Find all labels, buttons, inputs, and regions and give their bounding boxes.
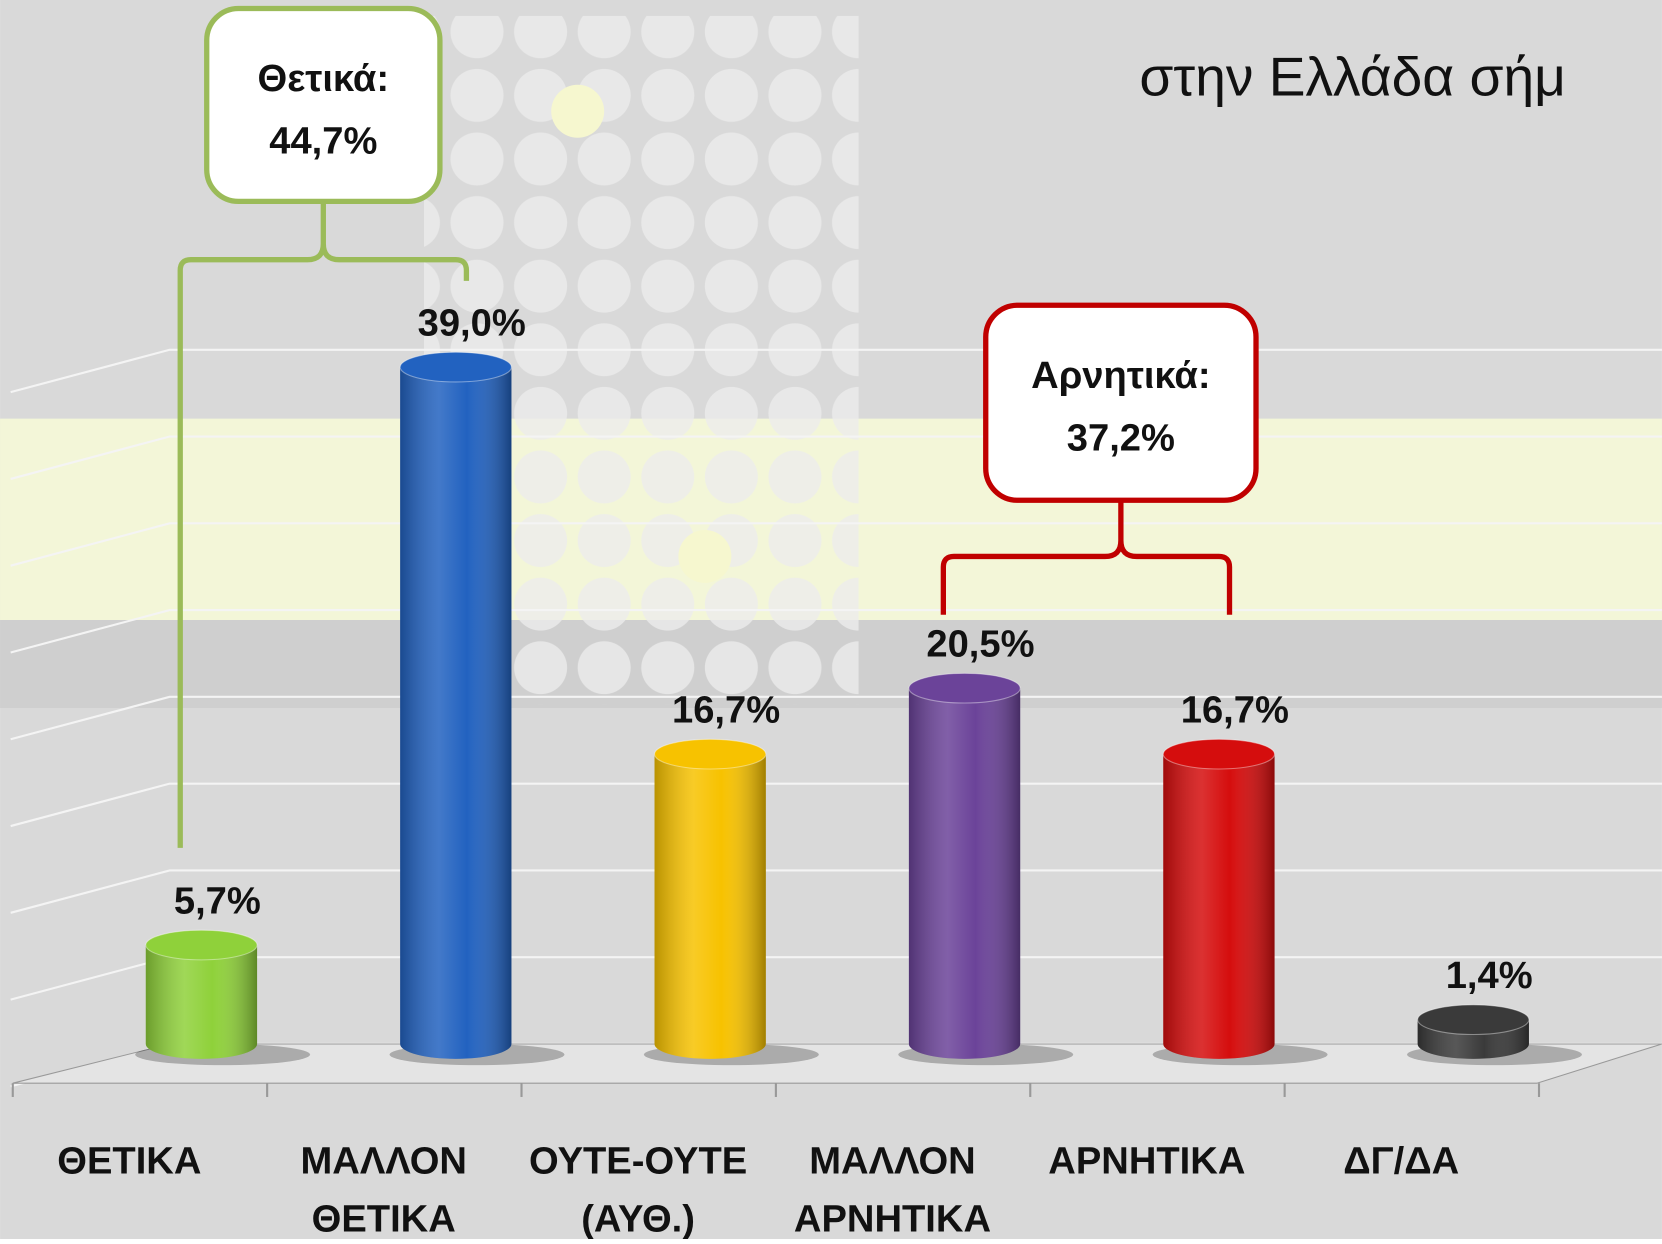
bar-shade — [400, 367, 512, 1059]
x-tick-label: ΘΕΤΙΚΑ — [57, 1139, 201, 1182]
bar-top — [908, 672, 1021, 704]
grid-line — [10, 522, 1662, 567]
bar-top — [145, 929, 258, 961]
x-tick-label: ΜΑΛΛΟΝ — [809, 1139, 975, 1182]
grid-line — [10, 609, 1662, 654]
data-label: 16,7% — [1181, 688, 1289, 731]
bar-top — [1162, 738, 1276, 770]
callout-value: 37,2% — [1067, 416, 1175, 459]
bar-top — [399, 351, 512, 383]
dot — [678, 529, 732, 583]
bar-shade — [908, 688, 1021, 1059]
data-label: 5,7% — [174, 879, 261, 922]
callout-value: 44,7% — [269, 120, 377, 163]
bar-shade — [654, 754, 766, 1059]
callout-box — [983, 302, 1259, 503]
data-label: 16,7% — [672, 688, 780, 731]
data-label: 1,4% — [1446, 954, 1533, 997]
bracket — [177, 201, 470, 848]
data-label: 39,0% — [418, 301, 526, 344]
dot — [551, 84, 605, 138]
callout-text: Αρνητικά: — [1031, 354, 1210, 397]
bar-top — [654, 738, 767, 770]
x-tick-label: ΑΡΝΗΤΙΚΑ — [794, 1198, 991, 1239]
bar-shade — [1163, 754, 1275, 1059]
data-label: 20,5% — [926, 622, 1034, 665]
bracket — [940, 500, 1233, 615]
x-tick-label: (ΑΥΘ.) — [581, 1198, 695, 1239]
callout-text: Θετικά: — [258, 57, 390, 100]
bar-shade — [145, 945, 258, 1059]
x-tick-label: ΑΡΝΗΤΙΚΑ — [1048, 1139, 1245, 1182]
x-tick-label: ΘΕΤΙΚΑ — [312, 1198, 456, 1239]
callout-box — [204, 5, 443, 205]
x-tick-label: ΜΑΛΛΟΝ — [301, 1139, 467, 1182]
chart-title: στην Ελλάδα σήμ — [1139, 45, 1565, 107]
grid-line — [10, 695, 1662, 741]
bar-top — [1417, 1004, 1530, 1036]
x-tick-label: ΔΓ/ΔΑ — [1343, 1139, 1459, 1182]
x-tick-label: ΟΥΤΕ-ΟΥΤΕ — [529, 1139, 747, 1182]
